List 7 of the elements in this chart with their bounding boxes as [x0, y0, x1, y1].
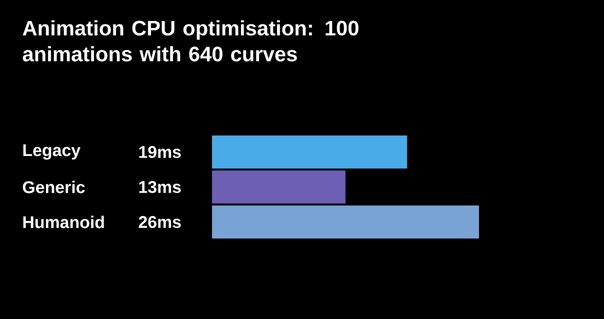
- y-tick-label: Generic: [22, 180, 85, 194]
- data-label: 26ms: [138, 216, 181, 228]
- y-tick-label: Humanoid: [23, 216, 104, 228]
- data-label: 13ms: [139, 180, 181, 194]
- chart-title: Animation CPU optimisation: 100 animations with 640 curves: [22, 20, 358, 62]
- y-tick-label: Legacy: [23, 144, 80, 160]
- data-label: 19ms: [139, 146, 181, 158]
